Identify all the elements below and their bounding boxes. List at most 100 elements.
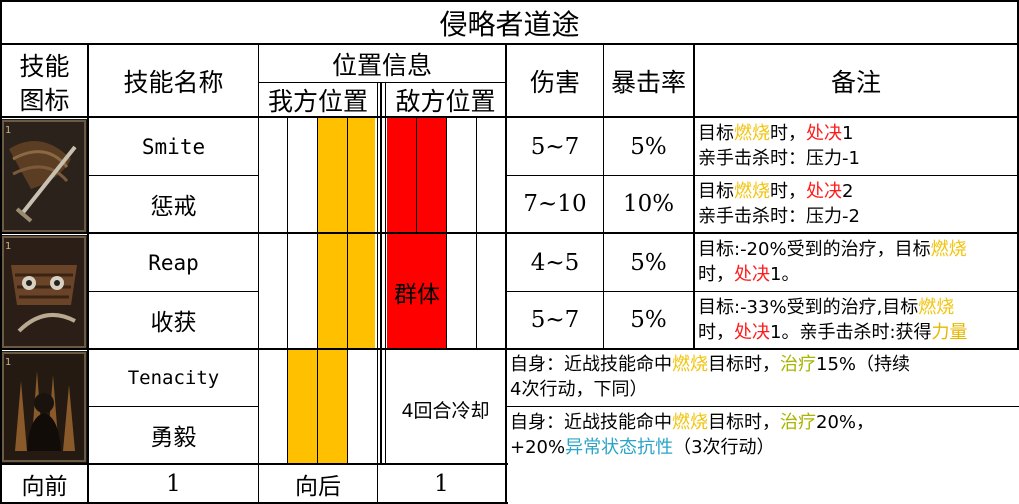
svg-text:1: 1: [5, 241, 11, 252]
header-damage: 伤害: [529, 67, 580, 97]
note-text: 目标:-33%受到的治疗,目标: [698, 297, 919, 318]
damage-chengjie: 7~10: [523, 191, 587, 217]
svg-text:1: 1: [5, 125, 11, 136]
keyword-fire: 燃烧: [734, 181, 770, 202]
crit-chengjie: 10%: [622, 191, 675, 217]
note-line: 自身：近战技能命中燃烧目标时，治疗20%，: [510, 410, 1019, 435]
crit-shouhuo: 5%: [630, 307, 667, 333]
skill-name-chengjie: 惩戒: [150, 194, 197, 220]
note-line: 自身：近战技能命中燃烧目标时，治疗15%（持续: [510, 352, 1019, 377]
header-position: 位置信息: [331, 50, 432, 80]
note-text: 2: [842, 181, 854, 202]
note-text: 1。: [770, 264, 800, 285]
note-shouhuo: 目标:-33%受到的治疗,目标燃烧 时，处决1。亲手击杀时:获得力量: [695, 295, 1019, 345]
note-text: 自身：近战技能命中: [510, 412, 672, 433]
own-slot-2-group3: [288, 350, 318, 463]
cooldown-label: 4回合冷却: [401, 399, 490, 422]
keyword-heal: 治疗: [780, 354, 816, 375]
footer-backward-label: 向后: [295, 473, 341, 500]
skill-name-smite: Smite: [141, 134, 206, 159]
own-slot-4-group1: [348, 118, 375, 234]
note-tenacity: 自身：近战技能命中燃烧目标时，治疗15%（持续 4次行动，下同）: [507, 352, 1019, 402]
keyword-red: 处决: [734, 264, 770, 285]
keyword-fire: 燃烧: [918, 297, 955, 318]
note-text: 时，: [698, 264, 734, 285]
damage-reap: 4~5: [530, 249, 580, 276]
keyword-res: 异常状态抗性: [565, 437, 674, 458]
note-line: 亲手击杀时：压力-2: [698, 204, 1019, 229]
note-yongyi: 自身：近战技能命中燃烧目标时，治疗20%， +20%异常状态抗性（3次行动）: [507, 410, 1019, 460]
page-title: 侵略者道途: [439, 7, 580, 41]
note-text: 自身：近战技能命中: [510, 354, 672, 375]
enemy-slot-2-group1: [417, 118, 447, 234]
crit-smite: 5%: [630, 133, 667, 160]
enemy-area-group2: [387, 234, 447, 350]
footer-forward-label: 向前: [21, 473, 68, 500]
keyword-red: 处决: [734, 322, 770, 343]
note-text: +20%: [510, 437, 566, 458]
note-text: 目标: [698, 181, 734, 202]
damage-shouhuo: 5~7: [530, 307, 580, 333]
note-line: 目标燃烧时，处决2: [698, 179, 1019, 204]
header-enemy-position: 敌方位置: [395, 86, 496, 116]
crit-reap: 5%: [630, 249, 667, 276]
keyword-fire: 燃烧: [734, 123, 770, 144]
keyword-heal: 治疗: [780, 412, 816, 433]
skill-name-yongyi: 勇毅: [150, 425, 197, 451]
note-text: 目标:-20%受到的治疗，目标: [698, 239, 931, 260]
area-label: 群体: [394, 282, 440, 308]
skill-name-shouhuo: 收获: [150, 310, 197, 336]
footer-backward-value: 1: [434, 470, 449, 497]
note-text: 20%，: [816, 412, 875, 433]
enemy-slot-1-group1: [387, 118, 417, 234]
note-text: 亲手击杀时：压力-1: [698, 148, 860, 169]
note-text: 时，: [770, 123, 806, 144]
header-crit: 暴击率: [610, 67, 686, 97]
keyword-red: 处决: [806, 123, 842, 144]
note-text: 4次行动，下同）: [510, 379, 648, 400]
header-notes: 备注: [830, 67, 881, 97]
note-text: 时，: [770, 181, 806, 202]
note-text: 15%（持续: [816, 354, 911, 375]
note-chengjie: 目标燃烧时，处决2 亲手击杀时：压力-2: [695, 179, 1019, 229]
note-line: 亲手击杀时：压力-1: [698, 146, 1019, 171]
note-text: 1。亲手击杀时:获得: [770, 322, 932, 343]
note-line: 目标:-33%受到的治疗,目标燃烧: [698, 295, 1019, 320]
note-text: 目标时，: [708, 412, 780, 433]
note-text: 时，: [698, 322, 734, 343]
note-line: +20%异常状态抗性（3次行动）: [510, 435, 1019, 460]
keyword-power: 力量: [931, 322, 968, 343]
note-text: 目标: [698, 123, 734, 144]
note-text: 亲手击杀时：压力-2: [698, 206, 860, 227]
note-line: 目标燃烧时，处决1: [698, 121, 1019, 146]
keyword-fire: 燃烧: [672, 354, 708, 375]
note-line: 时，处决1。亲手击杀时:获得力量: [698, 320, 1019, 345]
own-slot-3-group3: [318, 350, 348, 463]
tenacity-icon: 1: [1, 351, 87, 463]
note-smite: 目标燃烧时，处决1 亲手击杀时：压力-1: [695, 121, 1019, 171]
note-reap: 目标:-20%受到的治疗，目标燃烧 时，处决1。: [695, 237, 1019, 287]
keyword-fire: 燃烧: [930, 239, 967, 260]
note-text: （3次行动）: [673, 437, 775, 458]
own-slot-3-group2: [318, 234, 348, 350]
header-icon-line2: 图标: [19, 86, 70, 115]
keyword-red: 处决: [806, 181, 842, 202]
damage-smite: 5~7: [530, 133, 580, 160]
header-icon-line1: 技能: [19, 52, 70, 81]
own-slot-3-group1: [318, 118, 348, 234]
note-text: 1: [842, 123, 854, 144]
footer-forward-value: 1: [166, 470, 181, 497]
note-text: 目标时，: [708, 354, 780, 375]
header-skill-name: 技能名称: [123, 67, 224, 97]
note-line: 时，处决1。: [698, 262, 1019, 287]
skill-name-tenacity: Tenacity: [127, 367, 220, 389]
note-line: 目标:-20%受到的治疗，目标燃烧: [698, 237, 1019, 262]
note-line: 4次行动，下同）: [510, 377, 1019, 402]
keyword-fire: 燃烧: [672, 412, 708, 433]
own-slot-4-group2: [348, 234, 375, 350]
svg-text:1: 1: [5, 357, 11, 368]
smite-icon: 1: [1, 119, 87, 233]
header-own-position: 我方位置: [267, 86, 368, 116]
skill-name-reap: Reap: [148, 250, 199, 275]
reap-icon: 1: [1, 235, 87, 349]
